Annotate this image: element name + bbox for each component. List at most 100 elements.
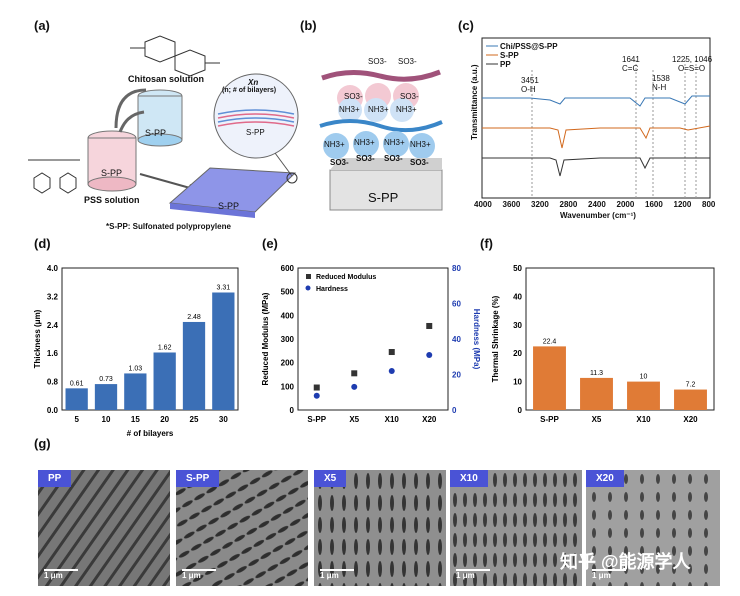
ytick2-label: 0 [452, 406, 457, 415]
xtick-label: X20 [422, 415, 437, 424]
sem-tile-x5: X5 1 μm [314, 470, 446, 586]
panel-label-c: (c) [458, 18, 474, 33]
bar-value-label: 1.62 [158, 344, 172, 351]
arrow-icon [139, 173, 191, 189]
bar-value-label: 0.61 [70, 380, 84, 387]
footnote: *S-PP: Sulfonated polypropylene [106, 222, 231, 231]
ytick-label: 30 [513, 321, 522, 330]
ann-1538: 1538 [652, 74, 670, 83]
film-label: S-PP [218, 201, 240, 211]
xtick-label: 5 [74, 415, 79, 424]
sem-tile-pp: PP 1 μm [38, 470, 170, 586]
ytick2-label: 60 [452, 300, 461, 309]
xtick-label: X20 [683, 415, 698, 424]
panel-label-b: (b) [300, 18, 317, 33]
sem-tile-spp: S-PP 1 μm [176, 470, 308, 586]
ftir-xtick: 1600 [645, 200, 663, 209]
xtick-label: 10 [102, 415, 111, 424]
bar [153, 352, 176, 410]
bar [674, 389, 707, 410]
so3-label: SO3- [344, 92, 363, 101]
ytick-label: 0.0 [47, 406, 59, 415]
nh3-label: NH3+ [368, 105, 389, 114]
nh3-label: NH3+ [324, 140, 345, 149]
ytick-label: 40 [513, 292, 522, 301]
y-axis-label: Reduced Modulus (MPa) [261, 292, 270, 385]
ytick-label: 3.2 [47, 292, 59, 301]
ytick-label: 0 [518, 406, 523, 415]
ytick-label: 500 [281, 288, 295, 297]
sem-tile-x20: X20 1 μm [586, 470, 720, 586]
sem-tag: X5 [314, 470, 347, 487]
ytick-label: 300 [281, 335, 295, 344]
xtick-label: X10 [636, 415, 651, 424]
ytick2-label: 20 [452, 371, 461, 380]
ftir-xtick: 800 [702, 200, 716, 209]
xtick-label: S-PP [307, 415, 326, 424]
bar [533, 346, 566, 410]
arrow-icon [114, 88, 147, 129]
so3-label: SO3- [410, 158, 429, 167]
panel-label-a: (a) [34, 18, 50, 33]
nh3-label: NH3+ [410, 140, 431, 149]
modulus-point [351, 370, 358, 377]
modulus-point [426, 322, 433, 329]
bar-value-label: 3.31 [217, 284, 231, 291]
xtick-label: 25 [190, 415, 199, 424]
spp-label: S-PP [101, 168, 123, 178]
ftir-xtick: 2000 [616, 200, 635, 209]
bar-value-label: 22.4 [543, 338, 557, 345]
xtick-label: S-PP [540, 415, 559, 424]
bar [182, 321, 206, 410]
panel-c-ftir [481, 37, 711, 199]
xtick-label: 15 [131, 415, 140, 424]
chitosan-beaker-icon [137, 89, 183, 147]
nh3-label: NH3+ [384, 138, 405, 147]
legend-spp: S-PP [500, 51, 519, 60]
spp-label: S-PP [145, 128, 167, 138]
hardness-point [351, 383, 358, 390]
panel-a-schematic [28, 35, 299, 218]
arrow-icon [118, 110, 145, 133]
ann-nh: N-H [652, 83, 667, 92]
legend-hardness: Hardness [316, 286, 348, 293]
ftir-xlabel: Wavenumber (cm⁻¹) [560, 211, 636, 220]
so3-label: SO3- [400, 92, 419, 101]
xn-label: Xn [248, 78, 259, 87]
ann-oso: O=S=O [678, 64, 706, 73]
xtick-label: 30 [219, 415, 228, 424]
ann-3451: 3451 [521, 76, 539, 85]
xtick-label: 20 [160, 415, 169, 424]
xn-sub-label: (n; # of bilayers) [222, 87, 277, 94]
y-axis-label: Thickness (μm) [33, 309, 42, 368]
modulus-point [313, 384, 320, 391]
ytick-label: 2.4 [47, 321, 59, 330]
panel-label-f: (f) [480, 236, 493, 251]
spp-film [168, 167, 297, 213]
ftir-xtick: 3200 [531, 200, 549, 209]
ytick-label: 1.6 [47, 349, 59, 358]
watermark: 知乎 @能源学人 [560, 552, 691, 572]
substrate-label: S-PP [368, 190, 399, 205]
ann-oh: O-H [521, 85, 536, 94]
ftir-ylabel: Transmittance (a.u.) [470, 64, 479, 140]
xtick-label: X5 [349, 415, 359, 424]
panel-label-g: (g) [34, 436, 51, 451]
scalebar-label: 1 μm [320, 571, 339, 580]
ytick-label: 4.0 [47, 264, 59, 273]
bar-value-label: 10 [640, 374, 648, 381]
nh3-label: NH3+ [354, 138, 375, 147]
ytick-label: 10 [513, 378, 522, 387]
xtick-label: X10 [385, 415, 400, 424]
ann-1225: 1225, 1046 [672, 55, 713, 64]
xn-film-label: S-PP [246, 128, 265, 137]
modulus-point [388, 349, 395, 356]
bar-value-label: 7.2 [686, 382, 696, 389]
legend-chi-pss: Chi/PSS@S-PP [500, 42, 558, 51]
hardness-point [313, 392, 320, 399]
hardness-point [426, 351, 433, 358]
nh3-label: NH3+ [339, 105, 360, 114]
ftir-xtick: 3600 [502, 200, 521, 209]
scalebar-label: 1 μm [44, 571, 63, 580]
bar [94, 384, 118, 410]
